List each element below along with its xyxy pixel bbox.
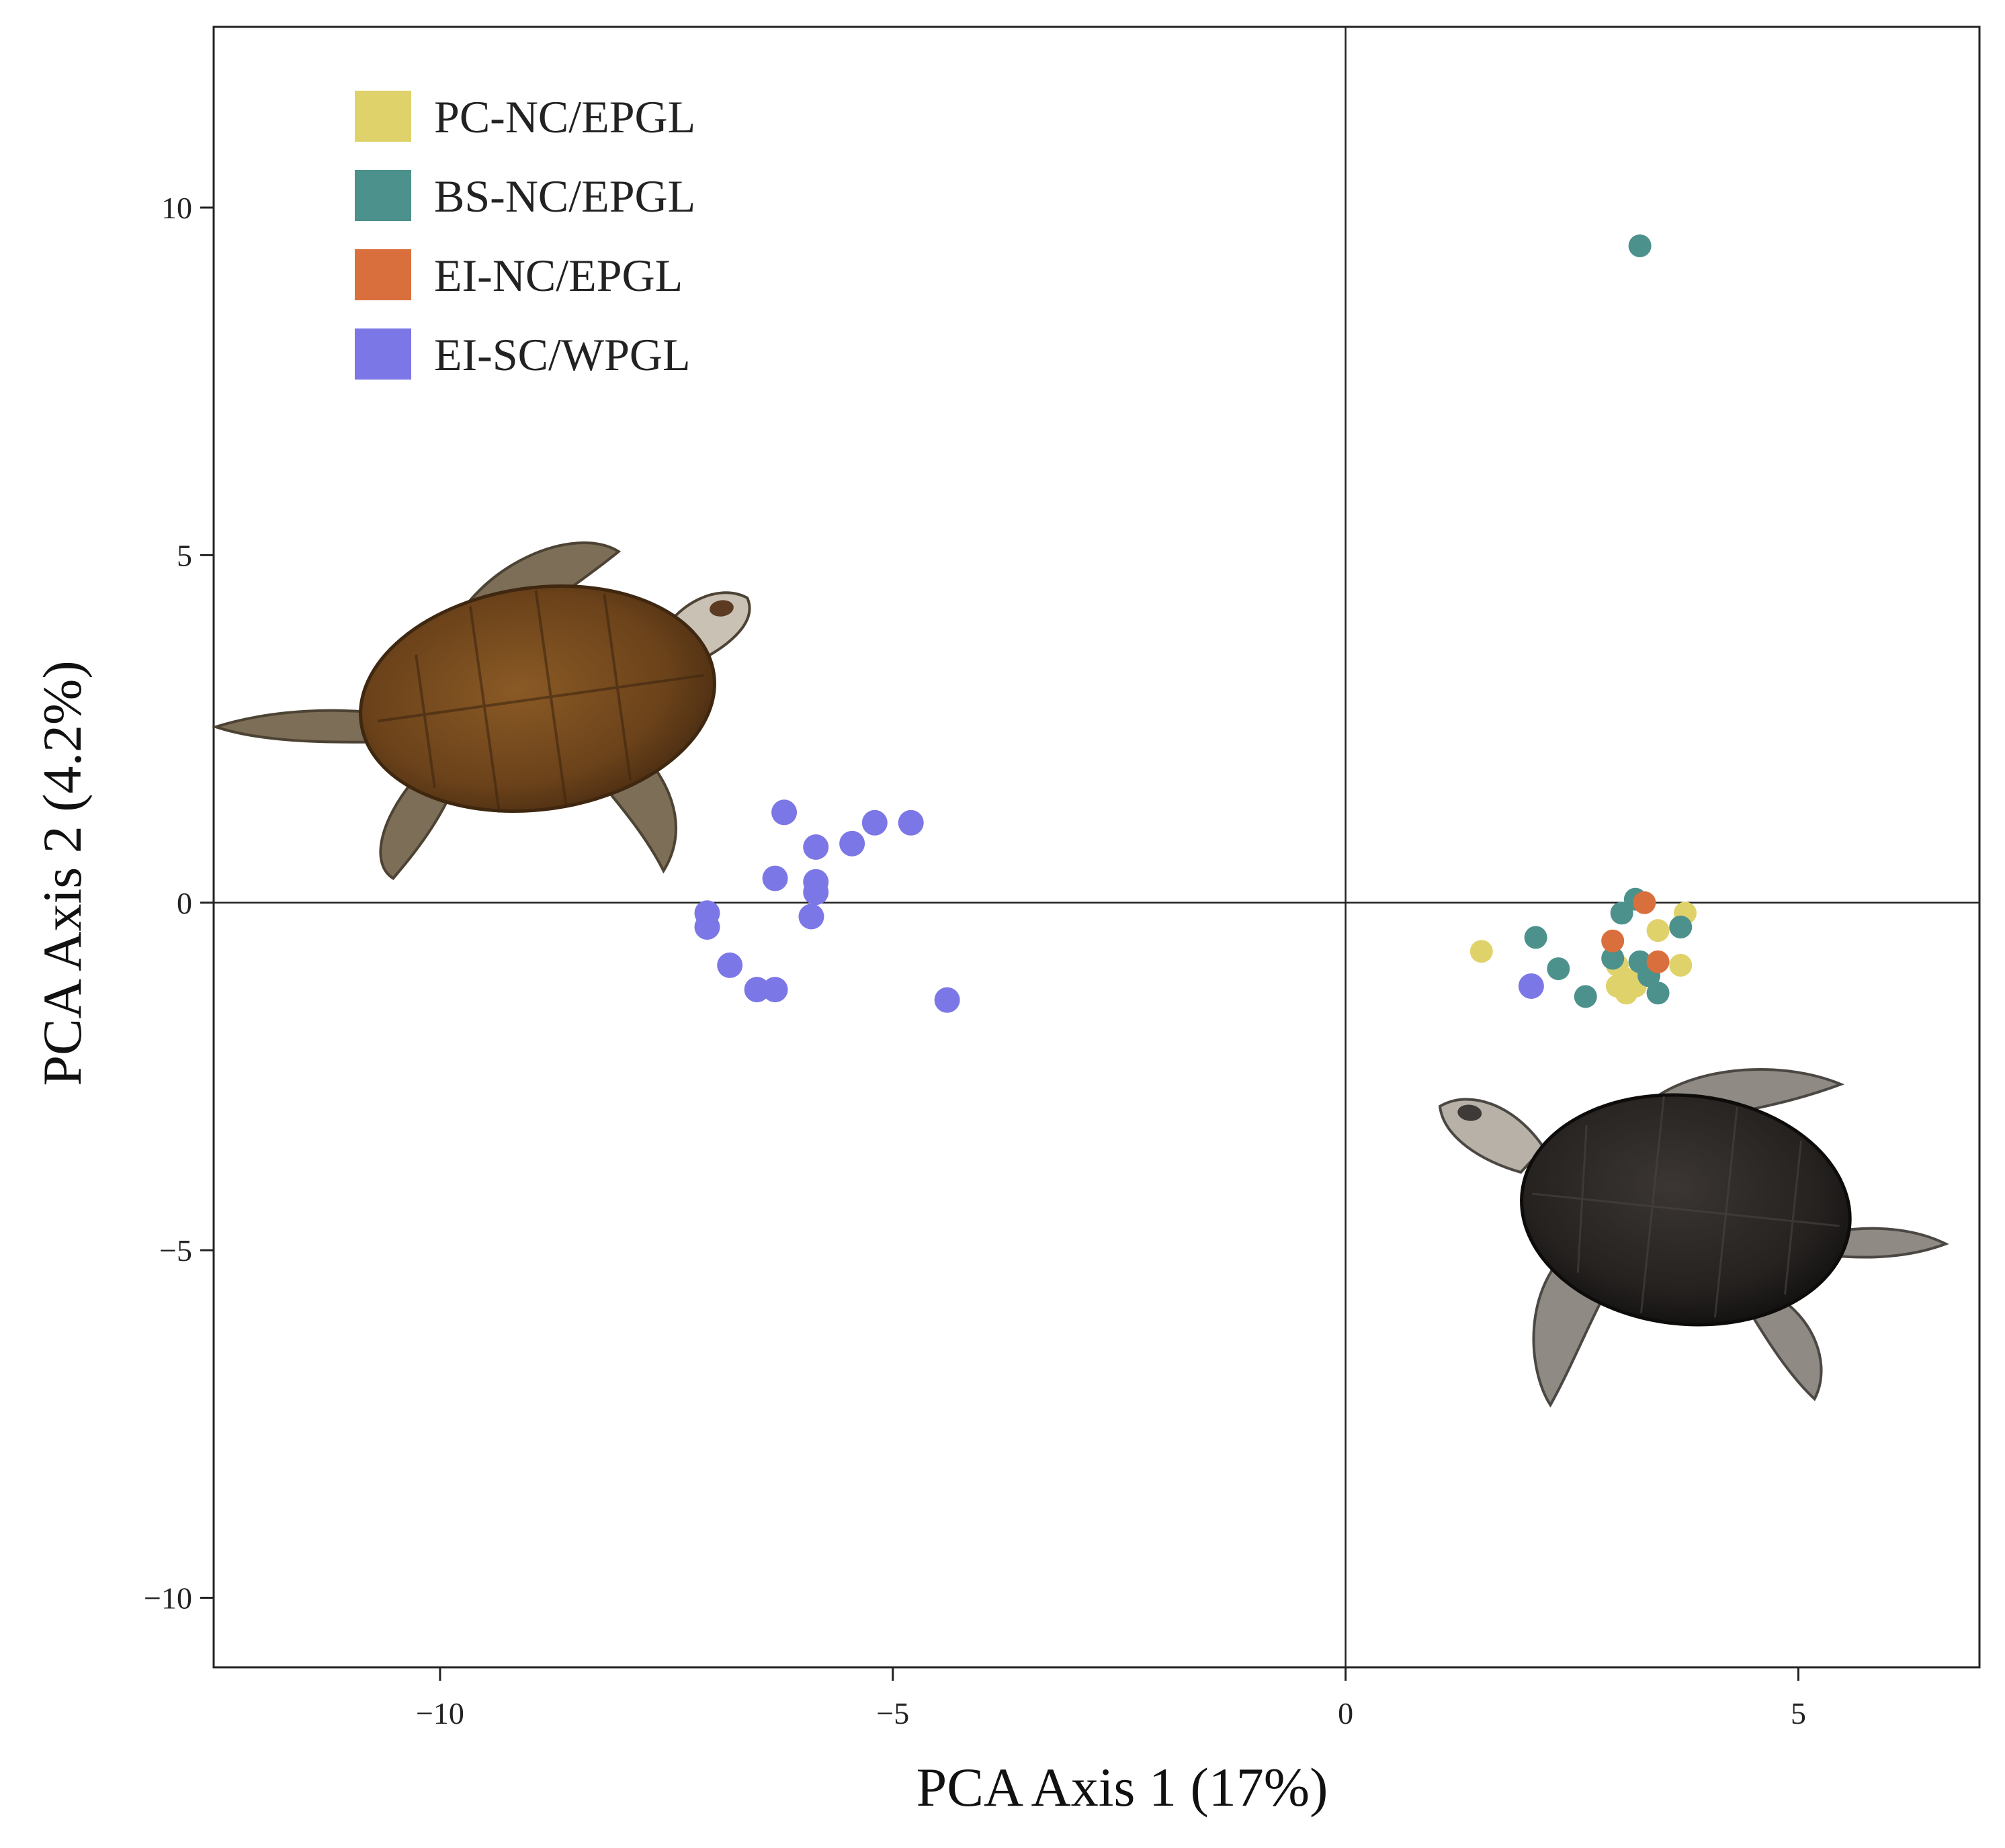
point-ei-sc-wpgl	[803, 879, 829, 906]
point-ei-sc-wpgl	[744, 977, 770, 1003]
point-ei-sc-wpgl	[771, 799, 798, 826]
point-ei-sc-wpgl	[839, 830, 865, 856]
point-bs-nc-epgl	[1646, 981, 1670, 1005]
x-axis: −10 −5 0 5	[416, 1667, 1806, 1730]
point-ei-sc-wpgl	[1518, 973, 1544, 999]
y-tick-label: 10	[161, 191, 192, 225]
point-bs-nc-epgl	[1524, 926, 1547, 949]
point-ei-sc-wpgl	[934, 987, 960, 1013]
legend-label: BS-NC/EPGL	[434, 171, 695, 222]
y-tick-label: −5	[159, 1233, 192, 1268]
green-turtle-dark-illustration	[1438, 1068, 1949, 1408]
point-bs-nc-epgl	[1669, 915, 1693, 938]
y-tick-label: 5	[177, 538, 192, 572]
legend-label: EI-NC/EPGL	[434, 250, 683, 301]
y-axis: −10 −5 0 5 10	[144, 191, 214, 1616]
legend-swatch	[355, 249, 411, 300]
point-pc-nc-epgl	[1615, 967, 1638, 991]
legend-label: EI-SC/WPGL	[434, 329, 691, 380]
legend: PC-NC/EPGL BS-NC/EPGL EI-NC/EPGL EI-SC/WPGL	[355, 91, 695, 380]
point-ei-nc-epgl	[1646, 950, 1670, 973]
point-bs-nc-epgl	[1601, 947, 1625, 970]
point-pc-nc-epgl	[1669, 953, 1693, 977]
legend-swatch	[355, 91, 411, 142]
point-pc-nc-epgl	[1469, 940, 1493, 963]
y-tick-label: −10	[144, 1581, 192, 1616]
x-tick-label: 5	[1791, 1696, 1806, 1730]
point-ei-sc-wpgl	[694, 914, 720, 940]
point-pc-nc-epgl	[1646, 919, 1670, 942]
legend-swatch	[355, 170, 411, 221]
x-tick-label: −10	[416, 1696, 464, 1730]
y-tick-label: 0	[177, 886, 192, 920]
point-ei-sc-wpgl	[717, 952, 743, 978]
point-ei-sc-wpgl	[762, 865, 788, 891]
point-ei-sc-wpgl	[898, 809, 924, 836]
plot-frame	[212, 26, 1981, 1669]
point-ei-nc-epgl	[1601, 929, 1625, 953]
point-ei-sc-wpgl	[798, 904, 824, 930]
point-bs-nc-epgl	[1628, 234, 1652, 257]
point-ei-sc-wpgl	[861, 809, 888, 836]
point-ei-sc-wpgl	[762, 977, 788, 1003]
legend-swatch	[355, 328, 411, 380]
point-bs-nc-epgl	[1574, 985, 1597, 1008]
x-tick-label: 0	[1338, 1696, 1353, 1730]
point-ei-sc-wpgl	[803, 834, 829, 860]
point-bs-nc-epgl	[1547, 957, 1570, 981]
y-axis-title: PCA Axis 2 (4.2%)	[32, 660, 93, 1086]
x-axis-title: PCA Axis 1 (17%)	[916, 1757, 1328, 1818]
data-points	[694, 234, 1697, 1013]
legend-label: PC-NC/EPGL	[434, 91, 695, 142]
point-ei-nc-epgl	[1633, 891, 1656, 914]
x-tick-label: −5	[876, 1696, 909, 1730]
green-turtle-brown-illustration	[211, 541, 751, 881]
